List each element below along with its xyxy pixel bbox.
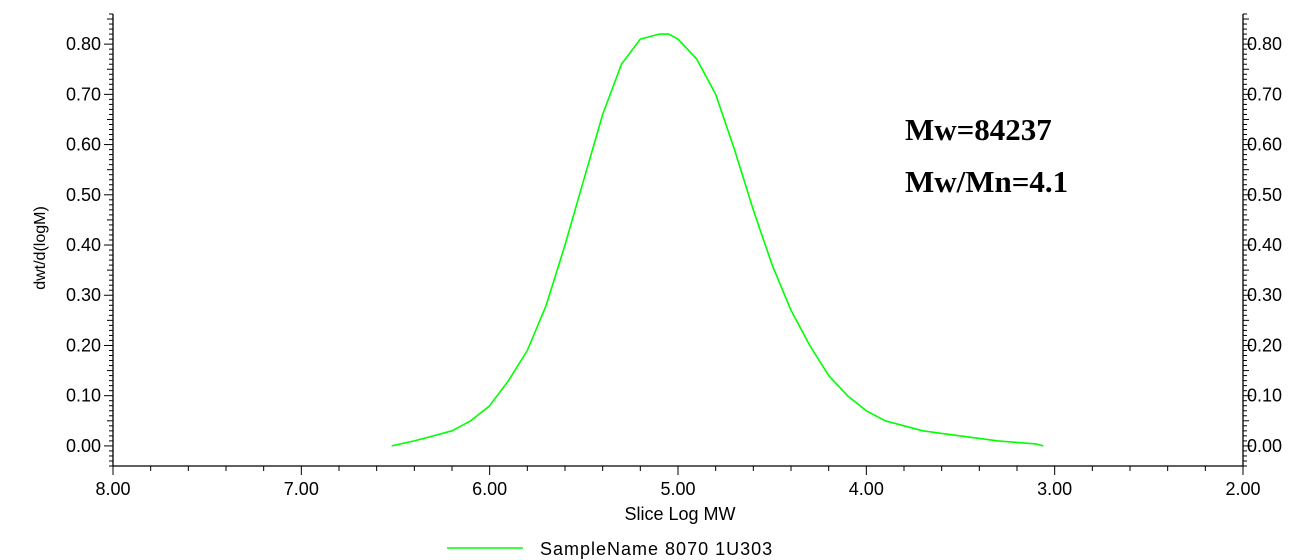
x-tick-label: 8.00 — [95, 479, 130, 499]
y-right-tick-label: 0.20 — [1247, 335, 1282, 355]
x-tick-label: 7.00 — [284, 479, 319, 499]
legend-label: SampleName 8070 1U303 — [540, 539, 773, 559]
y-tick-label: 0.50 — [66, 185, 101, 205]
plot-area — [112, 14, 1244, 467]
y-tick-label: 0.60 — [66, 135, 101, 155]
left-y-axis: 0.00 0.10 0.20 0.30 0.40 0.50 0.60 0.70 0.80 — [66, 13, 113, 467]
y-right-tick-label: 0.80 — [1247, 34, 1282, 54]
x-tick-label: 3.00 — [1037, 479, 1072, 499]
y-tick-label: 0.80 — [66, 34, 101, 54]
x-tick-label: 5.00 — [660, 479, 695, 499]
y-right-tick-label: 0.10 — [1247, 386, 1282, 406]
y-right-tick-label: 0.70 — [1247, 84, 1282, 104]
series-layer — [391, 33, 1044, 447]
series-line-0 — [391, 33, 1044, 447]
y-axis-title: dwt/d(logM) — [32, 206, 49, 290]
annotation-mw: Mw=84237 — [905, 112, 1052, 147]
y-right-tick-label: 0.50 — [1247, 185, 1282, 205]
x-axis-title: Slice Log MW — [624, 504, 735, 524]
y-right-tick-label: 0.60 — [1247, 135, 1282, 155]
y-tick-label: 0.20 — [66, 335, 101, 355]
y-tick-label: 0.10 — [66, 386, 101, 406]
y-tick-label: 0.30 — [66, 285, 101, 305]
x-tick-label: 2.00 — [1225, 479, 1260, 499]
x-axis: 8.00 7.00 6.00 5.00 4.00 3.00 2.00 — [95, 466, 1261, 499]
x-tick-label: 4.00 — [849, 479, 884, 499]
y-right-tick-label: 0.30 — [1247, 285, 1282, 305]
y-right-tick-label: 0.40 — [1247, 235, 1282, 255]
x-tick-label: 6.00 — [472, 479, 507, 499]
legend: SampleName 8070 1U303 — [447, 539, 773, 559]
y-tick-label: 0.40 — [66, 235, 101, 255]
y-tick-label: 0.70 — [66, 84, 101, 104]
right-y-axis: 0.00 0.10 0.20 0.30 0.40 0.50 0.60 0.70 0.80 — [1243, 13, 1282, 467]
y-tick-label: 0.00 — [66, 436, 101, 456]
y-right-tick-label: 0.00 — [1247, 436, 1282, 456]
annotation-pdi: Mw/Mn=4.1 — [905, 164, 1068, 199]
